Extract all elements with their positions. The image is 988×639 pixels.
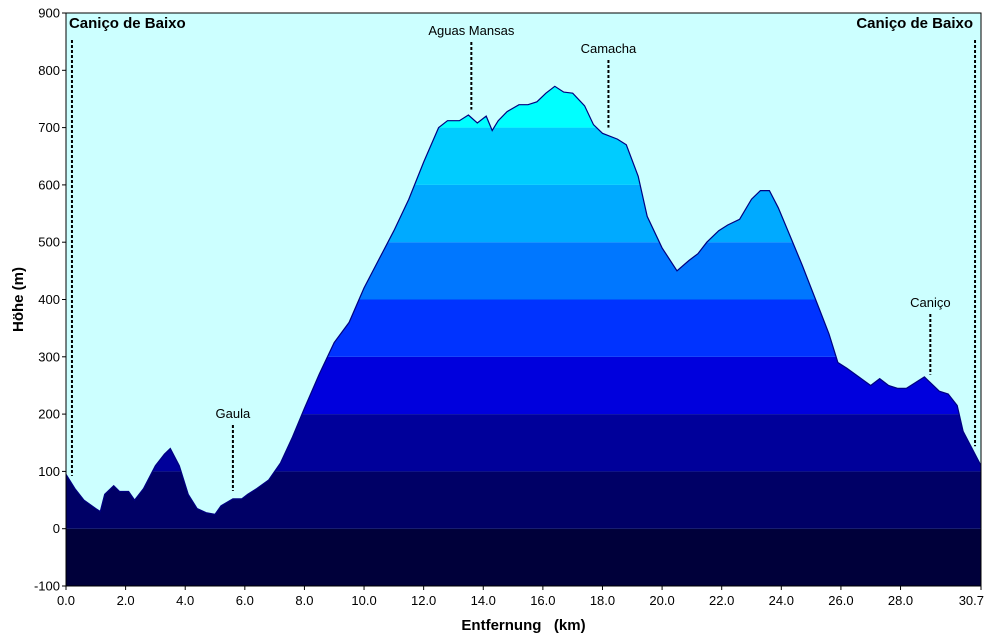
x-tick-label: 14.0: [471, 593, 496, 608]
y-tick-label: 600: [38, 177, 60, 192]
x-axis-title: Entfernung (km): [461, 617, 585, 634]
elevation-band: [66, 528, 981, 586]
x-tick-label: 30.7: [959, 593, 984, 608]
annotation-label: Caniço: [910, 295, 950, 310]
x-tick-label: 12.0: [411, 593, 436, 608]
x-tick-label: 18.0: [590, 593, 615, 608]
x-tick-label: 6.0: [236, 593, 254, 608]
place-annotations: Caniço de Baixo Gaula Aguas Mansas Camacha C…: [69, 15, 977, 491]
annotation-label: Camacha: [581, 41, 637, 56]
x-tick-label: 28.0: [888, 593, 913, 608]
x-tick-label: 10.0: [351, 593, 376, 608]
y-tick-label: 800: [38, 63, 60, 78]
y-tick-label: 400: [38, 292, 60, 307]
y-tick-label: 300: [38, 349, 60, 364]
x-tick-label: 8.0: [295, 593, 313, 608]
y-tick-label: -100: [34, 579, 60, 594]
y-axis-title: Höhe (m): [10, 267, 27, 332]
annotation-label: Gaula: [216, 406, 251, 421]
x-tick-label: 22.0: [709, 593, 734, 608]
profile-outline: [65, 85, 982, 516]
y-tick-label: 200: [38, 407, 60, 422]
annotation-label: Caniço de Baixo: [69, 15, 186, 32]
annotation-label: Caniço de Baixo: [856, 15, 973, 32]
y-tick-label: 500: [38, 235, 60, 250]
y-tick-label: 900: [38, 6, 60, 21]
x-tick-label: 0.0: [57, 593, 75, 608]
annotation-label: Aguas Mansas: [428, 23, 514, 38]
x-tick-label: 16.0: [530, 593, 555, 608]
x-tick-label: 26.0: [828, 593, 853, 608]
x-tick-label: 24.0: [769, 593, 794, 608]
x-tick-label: 20.0: [649, 593, 674, 608]
x-axis: 0.0 2.0 4.0 6.0 8.0 10.0 12.0 14.0 16.0 18.0 20.0 2…: [57, 586, 984, 608]
y-axis: 900 800 700 600 500 400 300 200 100 0 -100: [34, 6, 66, 594]
x-tick-label: 4.0: [176, 593, 194, 608]
y-tick-label: 100: [38, 464, 60, 479]
y-tick-label: 700: [38, 120, 60, 135]
x-tick-label: 2.0: [117, 593, 135, 608]
y-tick-label: 0: [53, 521, 60, 536]
